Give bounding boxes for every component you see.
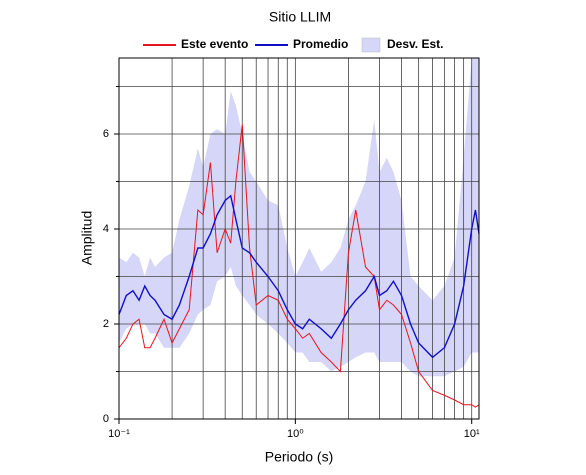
y-tick-label: 0 [103,413,109,425]
x-tick-label: 10⁰ [287,428,304,440]
y-tick-label: 2 [103,318,109,330]
series-line [118,194,480,359]
plot-frame [118,57,480,420]
y-tick-label: 6 [103,128,109,140]
chart-title: Sitio LLIM [269,9,331,25]
std-band [119,58,479,377]
series-line [118,124,480,408]
x-axis-label: Periodo (s) [265,449,333,465]
y-axis-label: Amplitud [79,211,95,265]
y-tick-label: 4 [103,223,109,235]
x-tick-label: 10⁻¹ [108,428,130,440]
legend-label: Promedio [293,37,348,51]
legend-label: Desv. Est. [387,37,443,51]
legend-label: Este evento [181,37,248,51]
legend-swatch [361,37,381,53]
x-tick-label: 10¹ [464,428,480,440]
